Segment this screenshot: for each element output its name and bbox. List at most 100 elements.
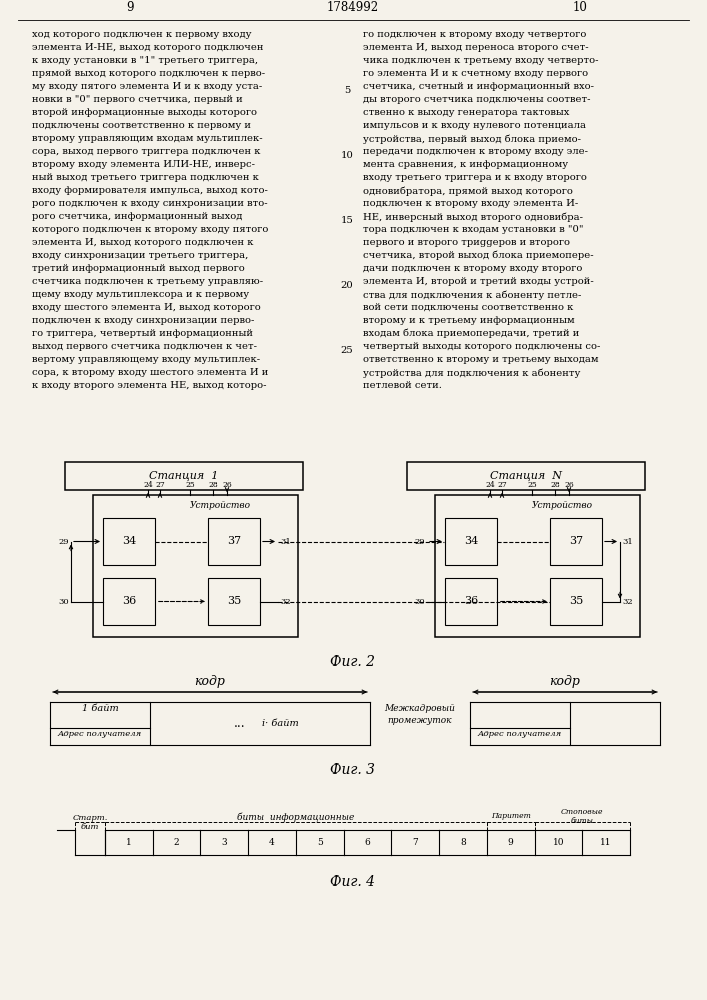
- Text: входу шестого элемента И, выход которого: входу шестого элемента И, выход которого: [32, 303, 261, 312]
- Bar: [445, 578, 497, 625]
- Text: Станция  N: Станция N: [490, 471, 562, 481]
- Text: четвертый выходы которого подключены со-: четвертый выходы которого подключены со-: [363, 342, 600, 351]
- Bar: [93, 495, 298, 637]
- Text: 10: 10: [341, 151, 354, 160]
- Text: новки в "0" первого счетчика, первый и: новки в "0" первого счетчика, первый и: [32, 95, 243, 104]
- Text: промежуток: промежуток: [387, 716, 452, 725]
- Text: 1: 1: [126, 838, 132, 847]
- Text: дачи подключен к второму входу второго: дачи подключен к второму входу второго: [363, 264, 583, 273]
- Text: 35: 35: [227, 596, 241, 606]
- Text: i· байт: i· байт: [262, 719, 298, 728]
- Text: второму и к третьему информационным: второму и к третьему информационным: [363, 316, 575, 325]
- Text: 24: 24: [485, 481, 495, 489]
- Text: 25: 25: [185, 481, 195, 489]
- Text: элемента И, выход которого подключен к: элемента И, выход которого подключен к: [32, 238, 254, 247]
- Bar: [435, 495, 640, 637]
- Text: ственно к выходу генератора тактовых: ственно к выходу генератора тактовых: [363, 108, 569, 117]
- Text: счетчика подключен к третьему управляю-: счетчика подключен к третьему управляю-: [32, 277, 263, 286]
- Text: 5: 5: [317, 838, 322, 847]
- Text: 34: 34: [122, 536, 136, 546]
- Text: 10: 10: [553, 838, 564, 847]
- Text: устройства для подключения к абоненту: устройства для подключения к абоненту: [363, 368, 580, 377]
- Text: 35: 35: [569, 596, 583, 606]
- Text: 15: 15: [341, 216, 354, 225]
- Text: сора, к второму входу шестого элемента И и: сора, к второму входу шестого элемента И…: [32, 368, 269, 377]
- Bar: [550, 578, 602, 625]
- Text: ный выход третьего триггера подключен к: ный выход третьего триггера подключен к: [32, 173, 259, 182]
- Text: элемента И, второй и третий входы устрой-: элемента И, второй и третий входы устрой…: [363, 277, 594, 286]
- Text: 8: 8: [460, 838, 466, 847]
- Bar: [407, 462, 645, 490]
- Text: сора, выход первого триггера подключен к: сора, выход первого триггера подключен к: [32, 147, 260, 156]
- Text: кодр: кодр: [194, 675, 226, 688]
- Text: 20: 20: [341, 281, 354, 290]
- Text: входу синхронизации третьего триггера,: входу синхронизации третьего триггера,: [32, 251, 248, 260]
- Bar: [103, 578, 155, 625]
- Text: 4: 4: [269, 838, 275, 847]
- Text: 1784992: 1784992: [327, 1, 379, 14]
- Text: 25: 25: [341, 346, 354, 355]
- Text: 25: 25: [527, 481, 537, 489]
- Text: 6: 6: [365, 838, 370, 847]
- Text: биты  информационные: биты информационные: [238, 812, 355, 822]
- Bar: [208, 518, 260, 565]
- Text: ответственно к второму и третьему выходам: ответственно к второму и третьему выхода…: [363, 355, 599, 364]
- Text: входам блока приемопередачи, третий и: входам блока приемопередачи, третий и: [363, 329, 579, 338]
- Text: петлевой сети.: петлевой сети.: [363, 381, 442, 390]
- Text: к входу установки в "1" третьего триггера,: к входу установки в "1" третьего триггер…: [32, 56, 258, 65]
- Text: му входу пятого элемента И и к входу уста-: му входу пятого элемента И и к входу уст…: [32, 82, 262, 91]
- Text: 37: 37: [569, 536, 583, 546]
- Text: НЕ, инверсный выход второго одновибра-: НЕ, инверсный выход второго одновибра-: [363, 212, 583, 222]
- Text: передачи подключен к второму входу эле-: передачи подключен к второму входу эле-: [363, 147, 588, 156]
- Text: 37: 37: [227, 536, 241, 546]
- Text: ства для подключения к абоненту петле-: ства для подключения к абоненту петле-: [363, 290, 581, 300]
- Text: Адрес получателя: Адрес получателя: [58, 730, 142, 738]
- Text: 5: 5: [344, 86, 350, 95]
- Text: ды второго счетчика подключены соответ-: ды второго счетчика подключены соответ-: [363, 95, 590, 104]
- Text: мента сравнения, к информационному: мента сравнения, к информационному: [363, 160, 568, 169]
- Text: импульсов и к входу нулевого потенциала: импульсов и к входу нулевого потенциала: [363, 121, 586, 130]
- Text: Устройство: Устройство: [189, 501, 250, 510]
- Text: вой сети подключены соответственно к: вой сети подключены соответственно к: [363, 303, 573, 312]
- Text: 28: 28: [208, 481, 218, 489]
- Text: Стоповые
биты: Стоповые биты: [561, 808, 604, 825]
- Text: ход которого подключен к первому входу: ход которого подключен к первому входу: [32, 30, 252, 39]
- Text: входу формирователя импульса, выход кото-: входу формирователя импульса, выход кото…: [32, 186, 268, 195]
- Text: к входу второго элемента НЕ, выход которо-: к входу второго элемента НЕ, выход котор…: [32, 381, 267, 390]
- Text: Паритет: Паритет: [491, 812, 531, 820]
- Text: Старт.
бит: Старт. бит: [72, 814, 107, 831]
- Text: счетчика, счетный и информационный вхо-: счетчика, счетный и информационный вхо-: [363, 82, 594, 91]
- Text: 2: 2: [174, 838, 180, 847]
- Text: Фuг. 4: Фuг. 4: [330, 875, 375, 889]
- Text: устройства, первый выход блока приемо-: устройства, первый выход блока приемо-: [363, 134, 581, 143]
- Text: выход первого счетчика подключен к чет-: выход первого счетчика подключен к чет-: [32, 342, 257, 351]
- Text: ...: ...: [234, 717, 246, 730]
- Text: 30: 30: [59, 597, 69, 605]
- Text: одновибратора, прямой выход которого: одновибратора, прямой выход которого: [363, 186, 573, 196]
- Text: го триггера, четвертый информационный: го триггера, четвертый информационный: [32, 329, 253, 338]
- Text: 9: 9: [127, 1, 134, 14]
- Text: 10: 10: [573, 1, 588, 14]
- Text: 32: 32: [280, 597, 291, 605]
- Text: подключен к входу синхронизации перво-: подключен к входу синхронизации перво-: [32, 316, 255, 325]
- Bar: [103, 518, 155, 565]
- Text: Адрес получателя: Адрес получателя: [478, 730, 562, 738]
- Text: 1 байт: 1 байт: [81, 704, 118, 713]
- Text: подключены соответственно к первому и: подключены соответственно к первому и: [32, 121, 251, 130]
- Bar: [445, 518, 497, 565]
- Text: счетчика, второй выход блока приемопере-: счетчика, второй выход блока приемопере-: [363, 251, 594, 260]
- Text: 29: 29: [59, 538, 69, 546]
- Text: 32: 32: [622, 597, 633, 605]
- Text: прямой выход которого подключен к перво-: прямой выход которого подключен к перво-: [32, 69, 265, 78]
- Text: вертому управляющему входу мультиплек-: вертому управляющему входу мультиплек-: [32, 355, 260, 364]
- Text: рого счетчика, информационный выход: рого счетчика, информационный выход: [32, 212, 243, 221]
- Bar: [550, 518, 602, 565]
- Text: го элемента И и к счетному входу первого: го элемента И и к счетному входу первого: [363, 69, 588, 78]
- Text: 30: 30: [414, 597, 425, 605]
- Text: подключен к второму входу элемента И-: подключен к второму входу элемента И-: [363, 199, 578, 208]
- Text: второму входу элемента ИЛИ-НЕ, инверс-: второму входу элемента ИЛИ-НЕ, инверс-: [32, 160, 255, 169]
- Text: 29: 29: [414, 538, 425, 546]
- Text: входу третьего триггера и к входу второго: входу третьего триггера и к входу второг…: [363, 173, 587, 182]
- Text: 36: 36: [464, 596, 478, 606]
- Text: 7: 7: [412, 838, 418, 847]
